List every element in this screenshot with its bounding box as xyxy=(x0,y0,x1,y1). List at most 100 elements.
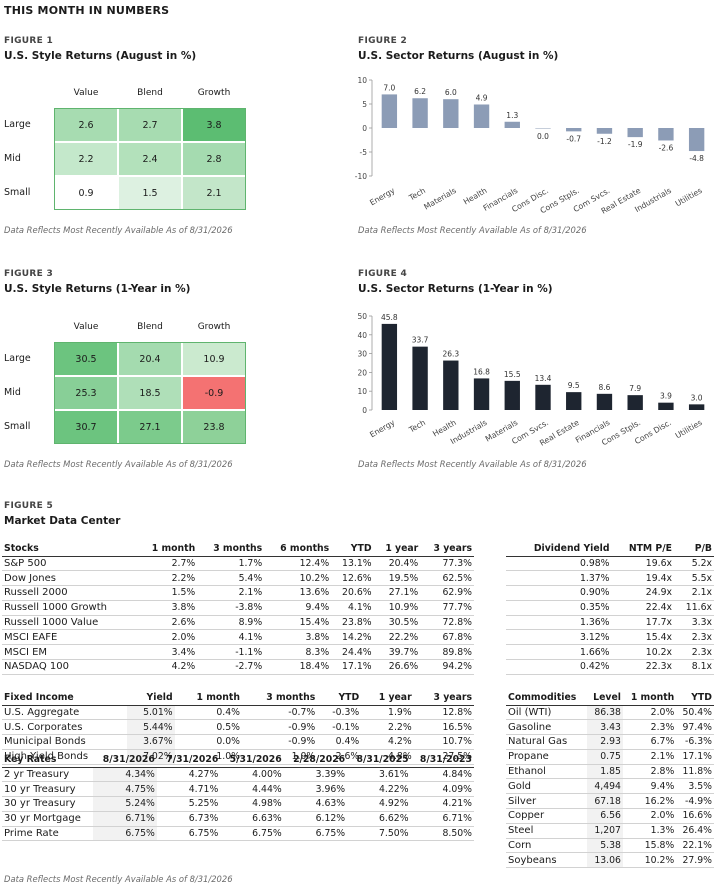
row-label: Ethanol xyxy=(506,764,588,780)
table-cell: 10.7% xyxy=(413,734,474,750)
table-cell: 18.4% xyxy=(264,659,332,675)
valuation-table: Dividend Yield NTM P/E P/B 0.98% 19.6x 5.2x 1.… xyxy=(506,542,714,675)
table-header-row: Fixed Income Yield 1 month 3 months YTD 1 yea… xyxy=(2,691,474,706)
heatmap-row-header: Mid xyxy=(4,387,21,398)
data-label: 45.8 xyxy=(381,313,398,322)
table-cell: 72.8% xyxy=(420,615,474,631)
row-label: 2 yr Treasury xyxy=(2,767,94,783)
column-header: NTM P/E xyxy=(611,542,674,557)
key-rates-table: Key Rates 8/31/2026 7/31/2026 5/31/2026 2/28… xyxy=(2,753,474,842)
heatmap-cell: 2.2 xyxy=(54,142,118,176)
data-label: 6.0 xyxy=(445,88,457,97)
table-cell: 5.38 xyxy=(587,838,623,854)
table-cell: 0.5% xyxy=(174,719,242,736)
table-cell: 4.44% xyxy=(220,781,284,798)
table-cell: 22.3x xyxy=(611,659,674,675)
table-row: 0.42% 22.3x 8.1x xyxy=(506,659,714,675)
table-row: Gold 4,494 9.4% 3.5% xyxy=(506,778,714,795)
table-cell: 3.3x xyxy=(673,615,714,631)
row-label: Gasoline xyxy=(506,719,588,736)
y-tick-label: 40 xyxy=(357,331,367,340)
table-cell: 2.93 xyxy=(587,734,623,750)
table-row: Gasoline 3.43 2.3% 97.4% xyxy=(506,719,714,736)
table-cell: 2.1x xyxy=(673,585,714,601)
table-row: 0.90% 24.9x 2.1x xyxy=(506,585,714,601)
table-cell: 4.21% xyxy=(410,796,474,812)
table-cell: 4.92% xyxy=(347,796,411,812)
row-label: 0.98% xyxy=(506,556,612,572)
figure-1-title: U.S. Style Returns (August in %) xyxy=(4,50,197,62)
bar xyxy=(443,360,459,410)
sector-returns-1-year-chart: 5040302010045.8Energy33.7Tech26.3Health1… xyxy=(357,312,705,448)
y-tick-label: 0 xyxy=(362,406,367,415)
data-label: 9.5 xyxy=(568,381,580,390)
table-row: 30 yr Mortgage 6.71% 6.73% 6.63% 6.12% 6.62% 6… xyxy=(2,811,474,827)
table-cell: 27.1% xyxy=(373,585,421,601)
figure-5-title: Market Data Center xyxy=(4,515,121,527)
column-header: 3 months xyxy=(242,691,318,706)
table-cell: 13.1% xyxy=(331,556,374,572)
table-cell: 6.75% xyxy=(220,826,284,842)
commodities-table: Commodities Level 1 month YTD Oil (WTI) 86.38… xyxy=(506,691,714,869)
y-tick-label: -10 xyxy=(355,172,367,181)
table-cell: 30.5% xyxy=(373,615,421,631)
column-header: YTD xyxy=(331,542,374,557)
table-cell: -0.3% xyxy=(317,705,362,721)
table-header-row: Commodities Level 1 month YTD xyxy=(506,691,714,706)
column-header: YTD xyxy=(676,691,714,706)
row-label: Gold xyxy=(506,778,588,795)
column-header: Level xyxy=(587,691,623,706)
table-cell: 6.63% xyxy=(220,811,284,827)
bar xyxy=(566,128,582,132)
table-cell: 12.4% xyxy=(264,556,332,572)
table-cell: 2.1% xyxy=(197,585,265,601)
table-cell: 27.9% xyxy=(676,852,714,869)
bar xyxy=(688,128,705,152)
table-row: 1.37% 19.4x 5.5x xyxy=(506,570,714,587)
column-header: 3 years xyxy=(420,542,474,557)
heatmap-column-header: Blend xyxy=(137,88,163,98)
y-tick-label: 20 xyxy=(357,368,367,377)
table-cell: 4.63% xyxy=(283,796,348,812)
bar xyxy=(535,384,551,410)
y-tick-label: 30 xyxy=(357,350,367,359)
table-cell: 22.1% xyxy=(676,838,714,854)
table-cell: 23.8% xyxy=(331,615,374,631)
table-cell: 67.18 xyxy=(587,793,623,810)
table-cell: 24.9x xyxy=(611,585,674,601)
data-note: Data Reflects Most Recently Available As… xyxy=(4,459,233,469)
table-cell: 2.8% xyxy=(622,764,677,780)
figure-2-label: FIGURE 2 xyxy=(358,36,408,46)
table-cell: 5.44% xyxy=(126,719,175,736)
table-cell: 10.9% xyxy=(373,600,421,616)
table-cell: 8.3% xyxy=(264,644,332,661)
table-cell: 10.2% xyxy=(622,852,677,869)
data-label: 1.3 xyxy=(506,111,518,120)
row-label: 30 yr Mortgage xyxy=(2,811,94,827)
table-cell: 17.1% xyxy=(331,659,374,675)
data-note: Data Reflects Most Recently Available As… xyxy=(358,225,587,235)
bar xyxy=(566,392,582,410)
column-header: 8/31/2026 xyxy=(93,753,157,768)
table-cell: 5.01% xyxy=(126,705,175,721)
table-row: S&P 500 2.7% 1.7% 12.4% 13.1% 20.4% 77.3% xyxy=(2,556,474,572)
table-cell: 13.6% xyxy=(264,585,332,601)
heatmap-frame xyxy=(54,342,246,444)
table-row: NASDAQ 100 4.2% -2.7% 18.4% 17.1% 26.6% 94.2% xyxy=(2,659,474,675)
table-cell: 6.75% xyxy=(283,826,348,842)
heatmap-cell: 30.5 xyxy=(54,342,118,376)
data-label: 33.7 xyxy=(412,336,429,345)
row-label: MSCI EAFE xyxy=(2,629,138,646)
heatmap-cell: 2.1 xyxy=(182,176,246,210)
table-cell: 26.4% xyxy=(676,823,714,839)
bar xyxy=(627,395,643,410)
heatmap-column-header: Value xyxy=(73,322,99,332)
row-label: Silver xyxy=(506,793,588,810)
table-cell: 3.8% xyxy=(264,629,332,646)
table-cell: 4.84% xyxy=(410,767,474,783)
table-row: Oil (WTI) 86.38 2.0% 50.4% xyxy=(506,705,714,721)
table-row: U.S. Aggregate 5.01% 0.4% -0.7% -0.3% 1.9% 12.… xyxy=(2,705,474,721)
heatmap-column-header: Growth xyxy=(197,322,231,332)
table-cell: 4.75% xyxy=(93,781,157,798)
table-cell: 6.71% xyxy=(410,811,474,827)
